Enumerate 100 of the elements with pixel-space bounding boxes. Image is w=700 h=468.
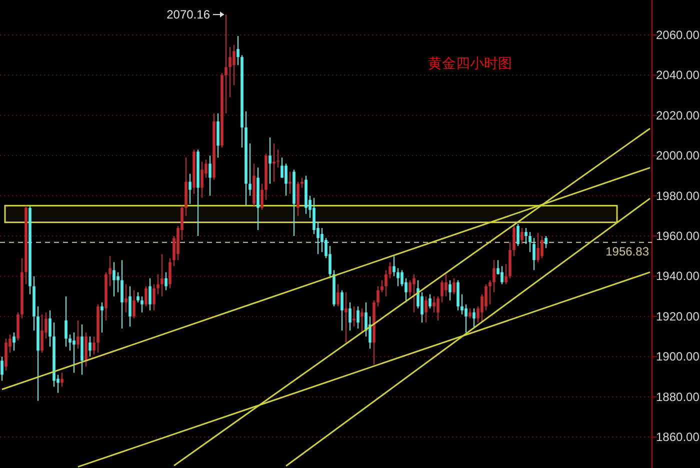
candlestick [40,314,44,354]
candlestick [312,197,316,234]
candlestick [412,274,416,313]
candlestick [528,231,532,253]
candlestick [108,256,112,287]
candlestick [536,232,540,263]
candlestick [232,44,236,86]
candlestick [484,284,488,311]
candlestick [268,137,272,184]
candlestick [12,332,16,352]
y-tick-label: 2040.00 [656,68,700,82]
candlestick [424,296,428,323]
candlestick [64,296,68,348]
candlestick [340,290,344,331]
candlestick [516,223,520,247]
candlestick [320,227,324,253]
candlestick [144,286,148,307]
candlestick [124,284,128,313]
candlestick [168,258,172,289]
candlestick [300,177,304,188]
candlestick [76,320,80,350]
candlestick [436,296,440,321]
candlestick [504,264,508,285]
candlestick [388,262,392,279]
candlestick [492,260,496,293]
candlestick [376,286,380,307]
y-tick-label: 1960.00 [656,229,700,244]
candlestick [164,272,168,291]
candlestick [236,35,240,66]
candlestick [88,336,92,358]
candlestick [344,292,348,344]
candlestick [500,266,504,285]
candlestick [392,256,396,277]
candlestick [336,284,340,307]
y-tick-label: 2060.00 [656,28,700,42]
candlestick [132,290,136,319]
candlestick [360,308,364,334]
candlestick [228,46,232,98]
candlestick [92,336,96,356]
candlestick [140,296,144,313]
text: 黄金四小时图 [428,56,512,72]
candlestick [288,171,292,194]
candlestick [420,292,424,323]
candlestick [160,254,164,297]
candlestick [524,227,528,245]
candlestick [200,161,204,198]
y-tick-label: 1980.00 [656,188,700,203]
candlestick [384,270,388,297]
candlestick [156,274,160,295]
candlestick [408,280,412,297]
candlestick [472,308,476,329]
candlestick [540,236,544,259]
candlestick [488,280,492,305]
candlestick [48,310,52,348]
candlestick [60,372,64,388]
candlestick [272,143,276,182]
y-tick-label: 2000.00 [656,148,700,163]
y-tick-label: 1900.00 [656,350,700,364]
annotation: 2070.16 [166,8,210,22]
y-tick-label: 2020.00 [656,108,700,122]
candlestick [128,286,132,327]
candlestick [368,316,372,350]
candlestick [448,280,452,301]
candlestick [0,356,4,382]
candlestick [512,224,516,257]
candlestick [356,306,360,329]
candlestick [68,334,72,352]
ref-line-label: 1956.83 [606,244,650,258]
candlestick [444,274,448,297]
candlestick [452,278,456,295]
candlestick [352,306,356,327]
y-tick-label: 1860.00 [656,430,700,444]
y-tick-label: 1940.00 [656,269,700,284]
candlestick [260,183,264,210]
candlestick [112,262,116,297]
candlestick [532,238,536,271]
candlestick [116,272,120,293]
candlestick [72,332,76,374]
candlestick [224,14,228,114]
candlestick [428,294,432,309]
candlestick [432,296,436,313]
candlestick [348,302,352,331]
candlestick [276,149,280,168]
candlestick [520,227,524,245]
candlestick [136,292,140,303]
candlestick [380,280,384,293]
candlestick [152,284,156,311]
candlestick [148,278,152,311]
candlestick [544,236,548,249]
candlestick [464,304,468,334]
candlestick [120,260,124,329]
candlestick [440,280,444,303]
candlestick [248,143,252,196]
candlestick [468,308,472,319]
candlestick [460,294,464,315]
candlestick [396,268,400,287]
candlestick [284,163,288,196]
y-tick-label: 1920.00 [656,309,700,324]
candlestick [100,302,104,334]
candlestick [208,155,212,196]
